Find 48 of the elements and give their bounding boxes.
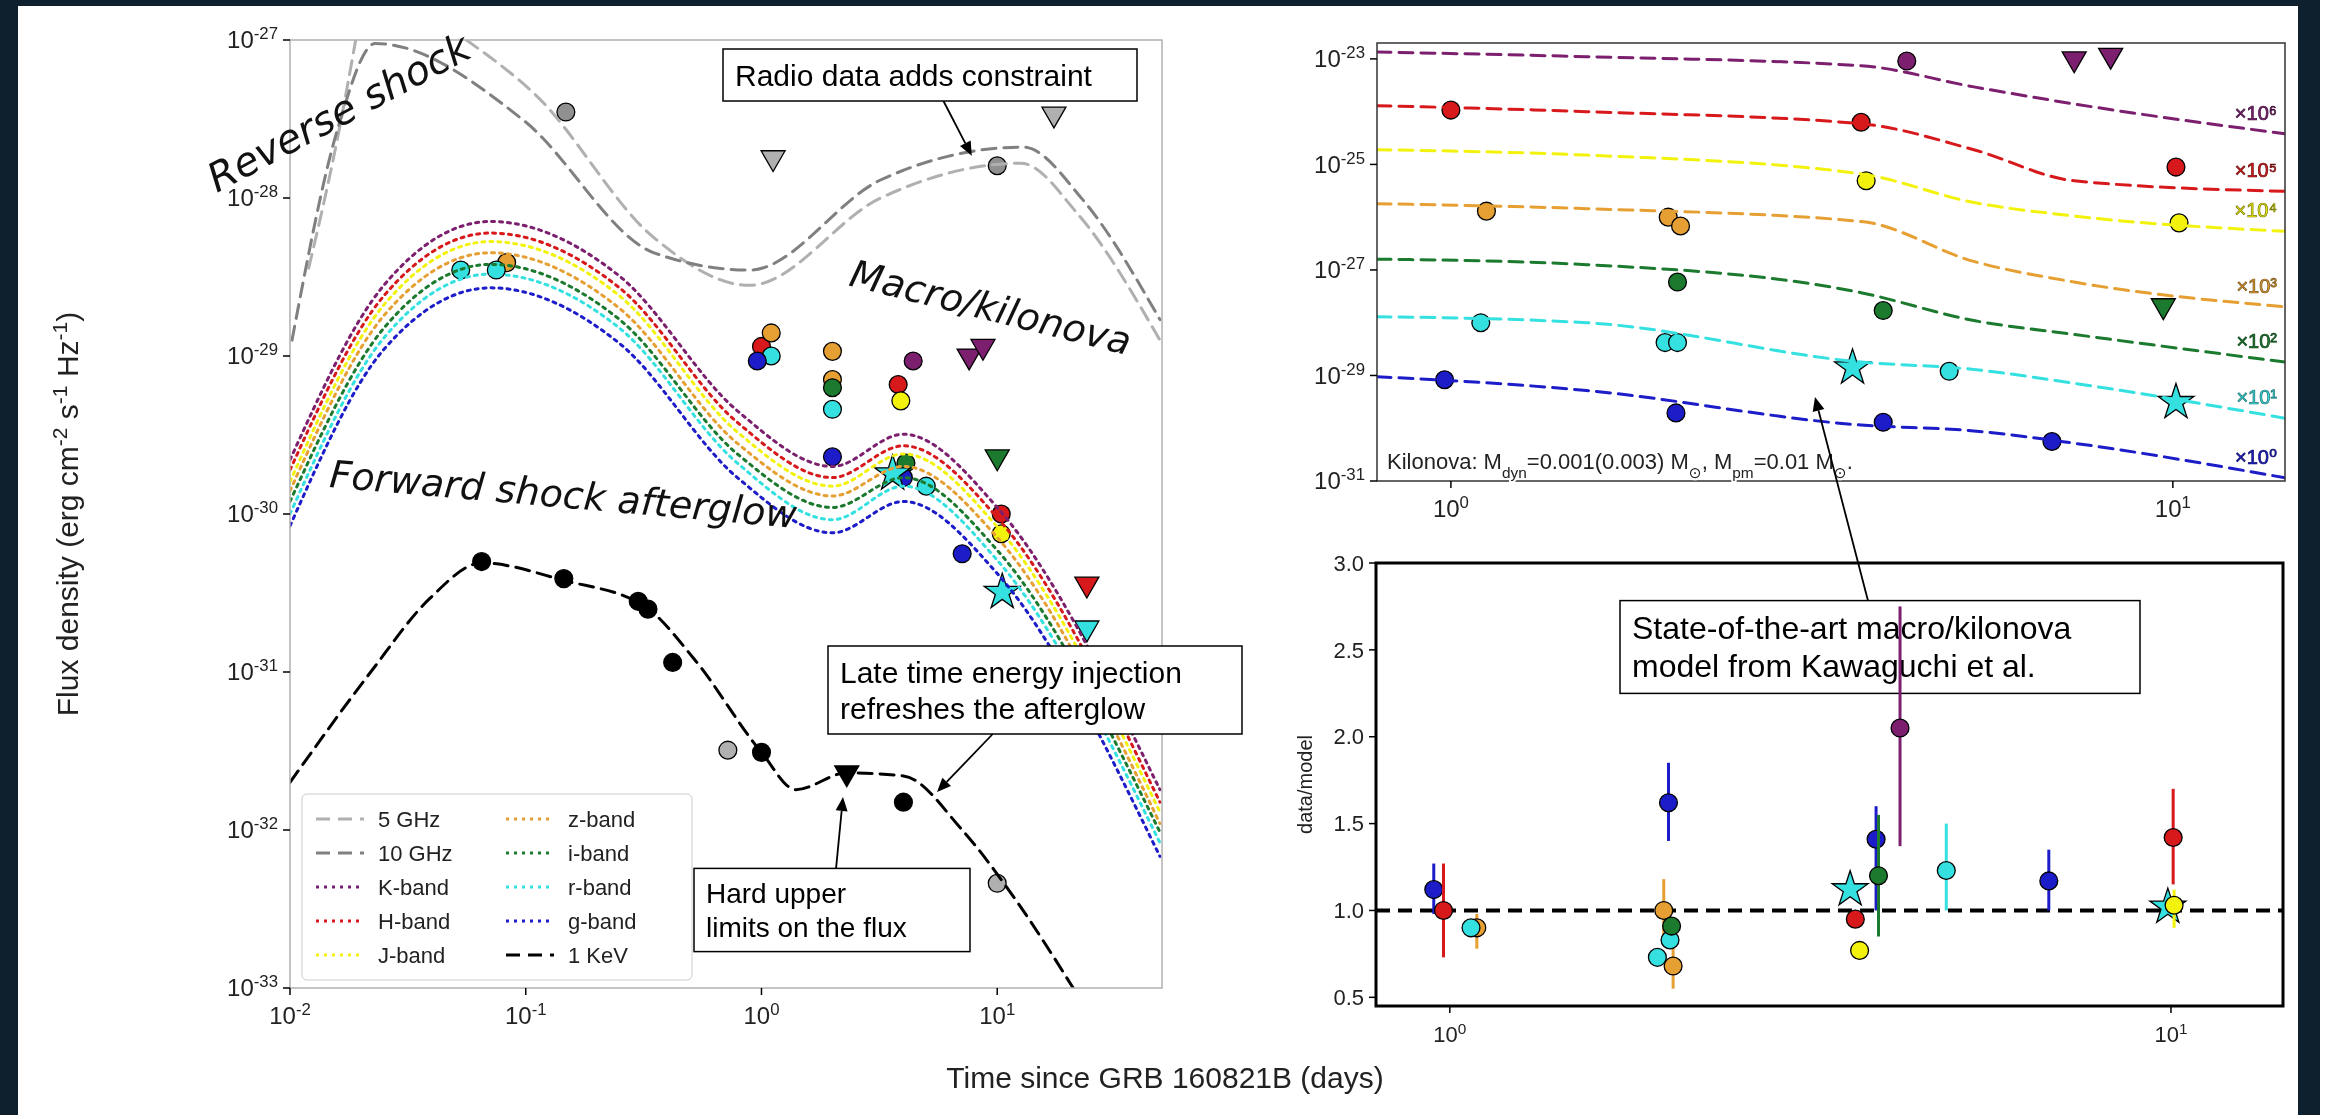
- series-label: ×10¹: [2236, 386, 2278, 409]
- x-tick-label: 10$^{-1}$: [504, 999, 547, 1029]
- y-tick-label: 10$^{-31}$: [227, 655, 278, 686]
- y-tick-label: 10$^{-30}$: [227, 497, 278, 528]
- y-tick-label: 1.5: [1333, 811, 1364, 837]
- legend-label: K-band: [378, 875, 449, 900]
- y-tick-label: 2.0: [1333, 724, 1364, 750]
- legend-label: 1 KeV: [568, 943, 629, 968]
- y-tick-label: 10$^{-29}$: [227, 339, 278, 370]
- x-tick-label: 10$^{0}$: [743, 999, 780, 1029]
- series-label: ×10⁵: [2234, 159, 2277, 182]
- x-tick-label: 10$^{0}$: [1432, 492, 1469, 522]
- legend-label: H-band: [378, 909, 451, 934]
- legend-label: z-band: [568, 807, 636, 832]
- x-axis-title: Time since GRB 160821B (days): [946, 1061, 1384, 1094]
- x-tick-label: 10$^{1}$: [2154, 492, 2191, 522]
- y-tick-label: 0.5: [1333, 985, 1364, 1011]
- y-tick-label: 10$^{-29}$: [1314, 359, 1365, 389]
- annotation: Forward shock afterglow: [327, 452, 800, 537]
- series-label: ×10³: [2236, 274, 2278, 297]
- y-tick-label: 10$^{-32}$: [227, 813, 278, 844]
- series-label: ×10⁶: [2234, 101, 2277, 124]
- x-tick-label: 10$^{-2}$: [269, 999, 311, 1029]
- series-label: ×10²: [2236, 330, 2278, 352]
- legend-label: 10 GHz: [378, 841, 453, 866]
- y-tick-label: 2.5: [1333, 637, 1364, 663]
- legend-label: g-band: [568, 909, 637, 934]
- annotation: Hard upper limits on the flux: [706, 878, 907, 943]
- y-tick-label: 10$^{-33}$: [227, 971, 278, 1002]
- y-tick-label: 10$^{-25}$: [1314, 148, 1365, 178]
- x-tick-label: 10$^{0}$: [1433, 1019, 1467, 1047]
- series-label: ×10⁴: [2234, 199, 2277, 222]
- x-tick-label: 10$^{1}$: [979, 999, 1016, 1029]
- annotation: Late time energy injection refreshes the afterglow: [840, 655, 1182, 725]
- legend-label: J-band: [378, 943, 446, 968]
- y-tick-label: 1.0: [1333, 898, 1364, 924]
- y-tick-label: 10$^{-27}$: [227, 23, 278, 54]
- y-tick-label: 3.0: [1333, 550, 1364, 576]
- series-label: ×10⁰: [2235, 445, 2277, 468]
- legend-label: r-band: [568, 875, 632, 900]
- y-tick-label: 10$^{-27}$: [1314, 253, 1365, 284]
- y-tick-label: 10$^{-31}$: [1314, 464, 1365, 495]
- annotation: Radio data adds constraint: [735, 58, 1093, 92]
- y-axis-title: data/model: [1294, 735, 1316, 834]
- legend-label: 5 GHz: [378, 807, 441, 832]
- x-tick-label: 10$^{1}$: [2154, 1019, 2188, 1047]
- legend-label: i-band: [568, 841, 630, 866]
- y-tick-label: 10$^{-23}$: [1314, 42, 1365, 73]
